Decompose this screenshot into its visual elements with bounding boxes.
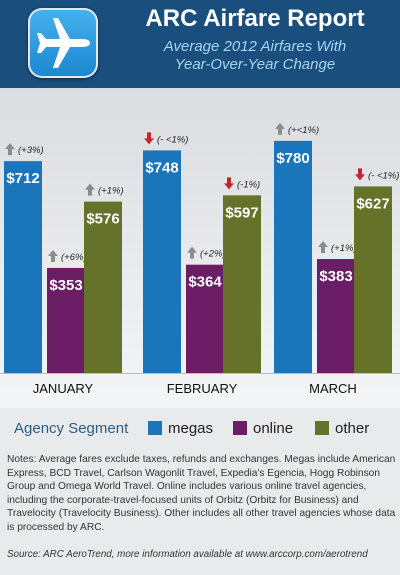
subtitle-line-1: Average 2012 Airfares With: [163, 38, 347, 55]
arrow-up-megas-march: [275, 122, 285, 135]
legend-swatch-other: [315, 421, 329, 435]
header-banner: ARC Airfare Report Average 2012 Airfares…: [0, 0, 400, 88]
category-label-march: MARCH: [309, 381, 357, 396]
category-label-february: FEBRUARY: [167, 381, 238, 396]
value-label-online-february: $364: [188, 274, 222, 291]
value-label-online-march: $383: [319, 268, 352, 285]
change-label-megas-february: (- <1%): [157, 134, 188, 145]
bar-megas-march: [274, 140, 312, 373]
legend-title: Agency Segment: [14, 420, 129, 437]
value-label-other-february: $597: [225, 204, 258, 221]
change-label-megas-january: (+3%): [18, 145, 44, 156]
arrow-up-online-january: [48, 249, 58, 262]
arrow-up-megas-january: [5, 143, 15, 156]
change-label-other-february: (-1%): [237, 179, 260, 190]
bar-online-january: [47, 267, 85, 373]
bar-chart: $712 (+3%) $353 (+6%) $576 (+1%) JANUARY $748 (-…: [0, 122, 400, 396]
bar-other-march: [354, 186, 392, 373]
change-label-other-january: (+1%): [98, 186, 124, 197]
change-label-online-march: (+1%): [331, 243, 357, 254]
value-label-megas-january: $712: [6, 170, 39, 187]
arrow-down-other-march: [355, 168, 365, 181]
value-label-other-january: $576: [86, 211, 119, 228]
value-label-megas-february: $748: [145, 159, 178, 176]
legend-label-other: other: [335, 420, 370, 437]
bar-other-february: [223, 195, 261, 373]
legend-swatch-megas: [148, 421, 162, 435]
source-text: Source: ARC AeroTrend, more information …: [7, 549, 368, 560]
bar-megas-january: [4, 161, 42, 373]
subtitle: Average 2012 Airfares With Year-Over-Yea…: [110, 38, 400, 74]
legend-label-online: online: [253, 420, 294, 437]
value-label-online-january: $353: [49, 277, 82, 294]
airplane-icon: [28, 8, 98, 78]
bar-other-january: [84, 201, 122, 373]
change-label-megas-march: (+<1%): [288, 125, 319, 136]
page-title: ARC Airfare Report: [145, 5, 365, 32]
category-label-january: JANUARY: [33, 381, 94, 396]
bar-online-march: [317, 259, 355, 373]
change-label-online-february: (+2%): [200, 249, 226, 260]
value-label-other-march: $627: [356, 195, 389, 212]
change-label-online-january: (+6%): [61, 252, 87, 263]
arrow-up-online-march: [318, 241, 328, 254]
bar-online-february: [186, 264, 224, 373]
chart-area: $712 (+3%) $353 (+6%) $576 (+1%) JANUARY $748 (-…: [0, 88, 400, 408]
arrow-up-online-february: [187, 246, 197, 259]
bar-megas-february: [143, 150, 181, 373]
arrow-up-other-january: [85, 183, 95, 196]
arrow-down-megas-february: [144, 132, 154, 145]
notes-text: Notes: Average fares exclude taxes, refu…: [7, 454, 396, 533]
legend-label-megas: megas: [168, 420, 214, 437]
subtitle-line-2: Year-Over-Year Change: [174, 56, 336, 73]
legend-swatch-online: [233, 421, 247, 435]
arrow-down-other-february: [224, 177, 234, 190]
value-label-megas-march: $780: [276, 150, 309, 167]
legend: Agency Segment megas online other: [0, 410, 400, 446]
change-label-other-march: (- <1%): [368, 170, 399, 181]
